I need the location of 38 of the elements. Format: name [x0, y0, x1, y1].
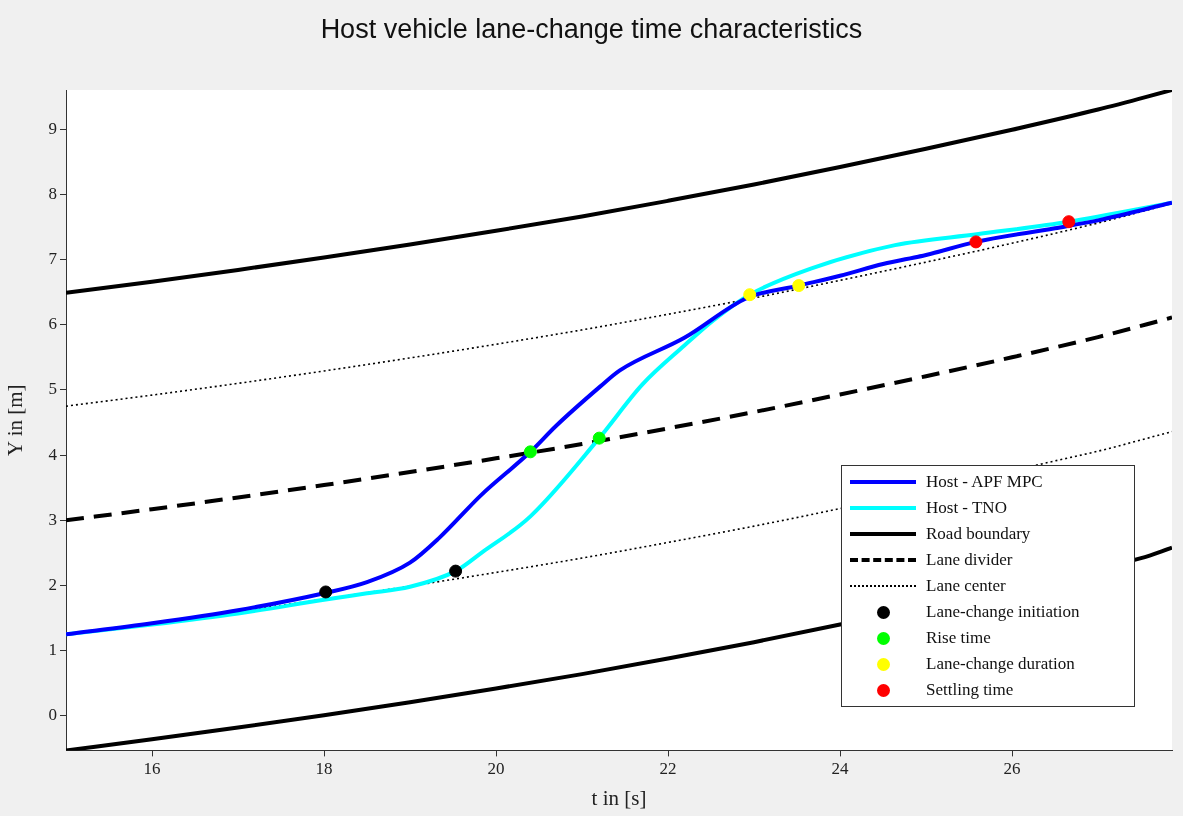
point: [743, 288, 757, 302]
x-tick-label: 16: [143, 759, 161, 779]
y-tick-label: 6: [48, 314, 57, 334]
x-tick-label: 26: [1003, 759, 1021, 779]
legend-label: Settling time: [926, 680, 1014, 701]
point: [969, 235, 983, 249]
legend-label: Road boundary: [926, 524, 1031, 545]
y-tick-label: 7: [48, 248, 58, 268]
x-tick-label: 22: [659, 759, 677, 779]
legend-label: Host - APF MPC: [926, 472, 1043, 493]
y-tick-label: 2: [48, 574, 57, 594]
y-tick-label: 1: [48, 640, 57, 660]
y-tick-label: 0: [48, 705, 57, 725]
chart-title: Host vehicle lane-change time characteristics: [319, 14, 864, 45]
x-axis-title: t in [s]: [591, 785, 647, 810]
point: [319, 585, 333, 599]
legend-label: Lane-change duration: [926, 654, 1075, 675]
y-axis-title: Y in [m]: [3, 384, 28, 456]
legend-label: Host - TNO: [926, 498, 1007, 519]
point: [523, 445, 537, 459]
y-tick-label: 3: [48, 509, 57, 529]
x-tick-label: 20: [487, 759, 505, 779]
legend-label: Lane-change initiation: [926, 602, 1080, 623]
line-series: [66, 90, 1172, 295]
point: [449, 564, 463, 578]
line-series: [66, 315, 1172, 523]
x-tick-label: 24: [831, 759, 850, 779]
legend-label: Lane center: [926, 576, 1006, 597]
legend-label: Rise time: [926, 628, 991, 649]
point: [792, 279, 806, 293]
y-tick-label: 8: [48, 183, 57, 203]
point: [1062, 215, 1076, 229]
x-tick-label: 18: [315, 759, 333, 779]
legend-label: Lane divider: [926, 550, 1013, 571]
y-tick-label: 9: [48, 118, 57, 138]
point: [592, 431, 606, 445]
y-tick-label: 5: [48, 379, 57, 399]
y-tick-label: 4: [48, 444, 58, 464]
